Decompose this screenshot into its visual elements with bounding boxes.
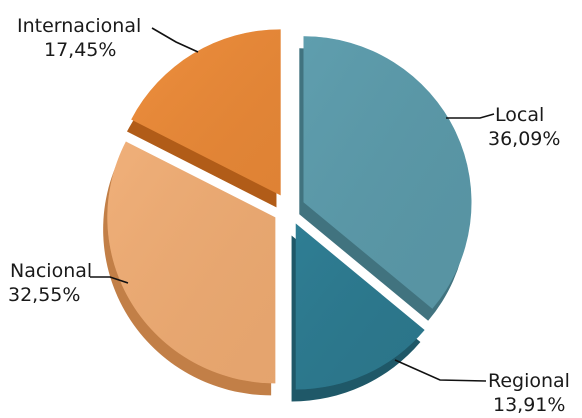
- leader-line-nacional: [90, 276, 129, 284]
- slice-shade-local: [303, 36, 472, 309]
- slice-label-regional: Regional: [488, 370, 570, 392]
- slice-value-local: 36,09%: [488, 128, 560, 150]
- slice-shade-nacional: [107, 141, 276, 384]
- pie-slices: [107, 29, 472, 390]
- slice-value-regional: 13,91%: [493, 394, 565, 416]
- leader-line-internacional: [151, 27, 199, 53]
- slice-label-nacional: Nacional: [10, 260, 92, 282]
- slice-label-local: Local: [495, 104, 544, 126]
- slice-value-nacional: 32,55%: [8, 284, 80, 306]
- leader-line-local: [446, 113, 495, 119]
- leader-line-regional: [394, 359, 487, 382]
- slice-shade-internacional: [131, 29, 281, 196]
- leader-lines: [90, 27, 495, 382]
- slice-label-internacional: Internacional: [17, 15, 141, 37]
- slice-value-internacional: 17,45%: [44, 39, 116, 61]
- slice-shade-regional: [295, 223, 425, 390]
